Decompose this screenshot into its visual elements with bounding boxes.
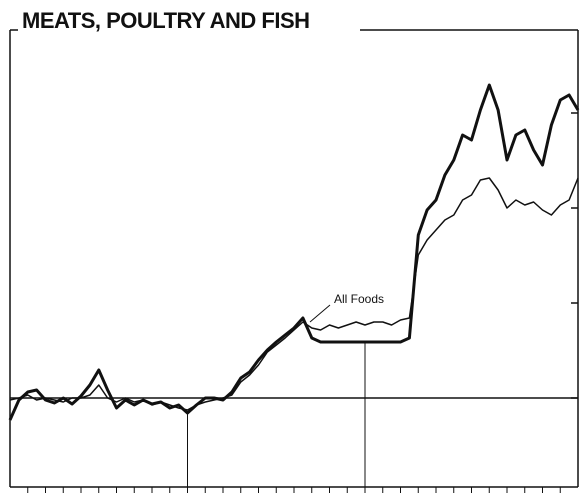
- series-line: [9, 177, 579, 411]
- annotation-leader: [309, 304, 331, 323]
- annotation: All Foods: [334, 292, 384, 306]
- series-line: [8, 83, 580, 421]
- chart-title: MEATS, POULTRY AND FISH: [22, 8, 310, 33]
